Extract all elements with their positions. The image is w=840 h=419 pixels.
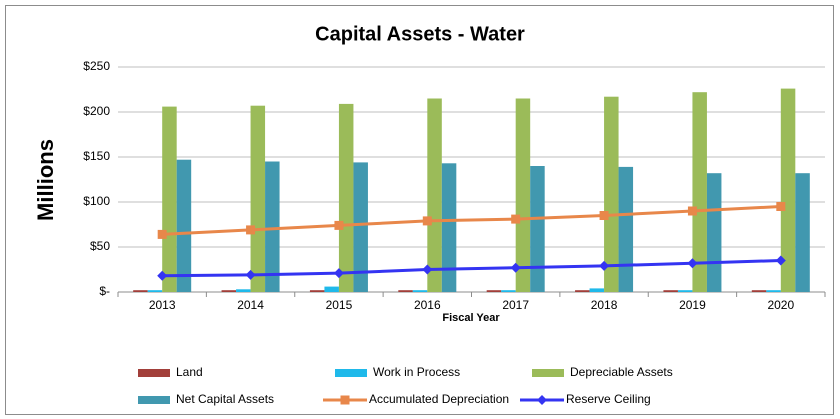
line-marker — [511, 214, 521, 224]
line-marker — [334, 220, 344, 230]
line — [162, 259, 781, 278]
line-marker — [687, 258, 698, 269]
line-marker — [333, 268, 344, 279]
x-axis-label: Fiscal Year — [442, 312, 500, 324]
bar — [589, 288, 605, 292]
x-tick-label: 2017 — [502, 298, 529, 312]
bar — [236, 289, 251, 292]
bar — [780, 88, 796, 292]
legend-label: Net Capital Assets — [176, 392, 274, 406]
x-tick-label: 2019 — [679, 298, 706, 312]
x-tick-label: 2013 — [149, 298, 176, 312]
bar — [398, 290, 413, 292]
bar — [515, 98, 531, 292]
legend-label: Land — [176, 365, 203, 379]
legend-swatch — [138, 369, 170, 377]
line-marker — [599, 211, 609, 220]
legend-label: Accumulated Depreciation — [369, 392, 509, 406]
line-marker — [775, 255, 786, 266]
legend-label: Work in Process — [373, 365, 460, 379]
bar — [706, 173, 722, 292]
x-tick-label: 2018 — [591, 298, 618, 312]
line-marker — [157, 270, 168, 281]
x-tick-label: 2020 — [767, 298, 794, 312]
bar — [162, 106, 177, 292]
bar — [795, 173, 810, 292]
chart-title: Capital Assets - Water — [315, 23, 525, 45]
bar — [530, 166, 545, 292]
bar — [133, 290, 148, 292]
bar — [441, 163, 457, 292]
legend-label: Reserve Ceiling — [566, 392, 651, 406]
line-marker — [422, 264, 433, 275]
bar — [427, 98, 442, 292]
line — [162, 205, 781, 236]
line-marker — [687, 206, 697, 216]
y-tick-label: $- — [99, 284, 110, 298]
bar — [575, 290, 590, 292]
bar — [486, 290, 502, 292]
bar — [692, 92, 707, 292]
bar — [677, 290, 693, 292]
y-tick-label: $200 — [83, 104, 110, 118]
line-marker — [510, 262, 521, 273]
y-tick-label: $150 — [83, 149, 110, 163]
line-marker — [422, 216, 432, 226]
bar — [309, 290, 325, 292]
legend-label: Depreciable Assets — [570, 365, 673, 379]
bar — [501, 290, 516, 292]
line-marker — [157, 229, 167, 239]
legend-swatch — [335, 369, 367, 377]
bar — [766, 290, 781, 292]
bar — [618, 166, 634, 292]
legend-swatch — [532, 369, 564, 377]
y-tick-label: $250 — [83, 59, 110, 73]
bar — [663, 290, 678, 292]
x-tick-label: 2015 — [326, 298, 353, 312]
line-marker — [599, 260, 610, 271]
line-marker — [537, 395, 547, 405]
bar — [751, 290, 767, 292]
bar — [265, 161, 280, 292]
y-tick-label: $50 — [90, 239, 110, 253]
bar — [221, 290, 237, 292]
line-marker — [245, 269, 256, 280]
bar — [176, 159, 192, 292]
y-tick-label: $100 — [83, 194, 110, 208]
bar — [147, 290, 163, 292]
bar — [324, 286, 339, 292]
y-axis-label: Millions — [33, 139, 58, 221]
bar — [412, 290, 428, 292]
legend-swatch — [138, 396, 170, 404]
line-marker — [776, 202, 786, 211]
x-tick-label: 2014 — [237, 298, 264, 312]
bar — [338, 103, 354, 293]
line-marker — [340, 395, 350, 405]
line-marker — [246, 225, 256, 235]
x-tick-label: 2016 — [414, 298, 441, 312]
bar — [604, 96, 619, 292]
bar — [353, 162, 368, 292]
bar — [250, 105, 266, 292]
